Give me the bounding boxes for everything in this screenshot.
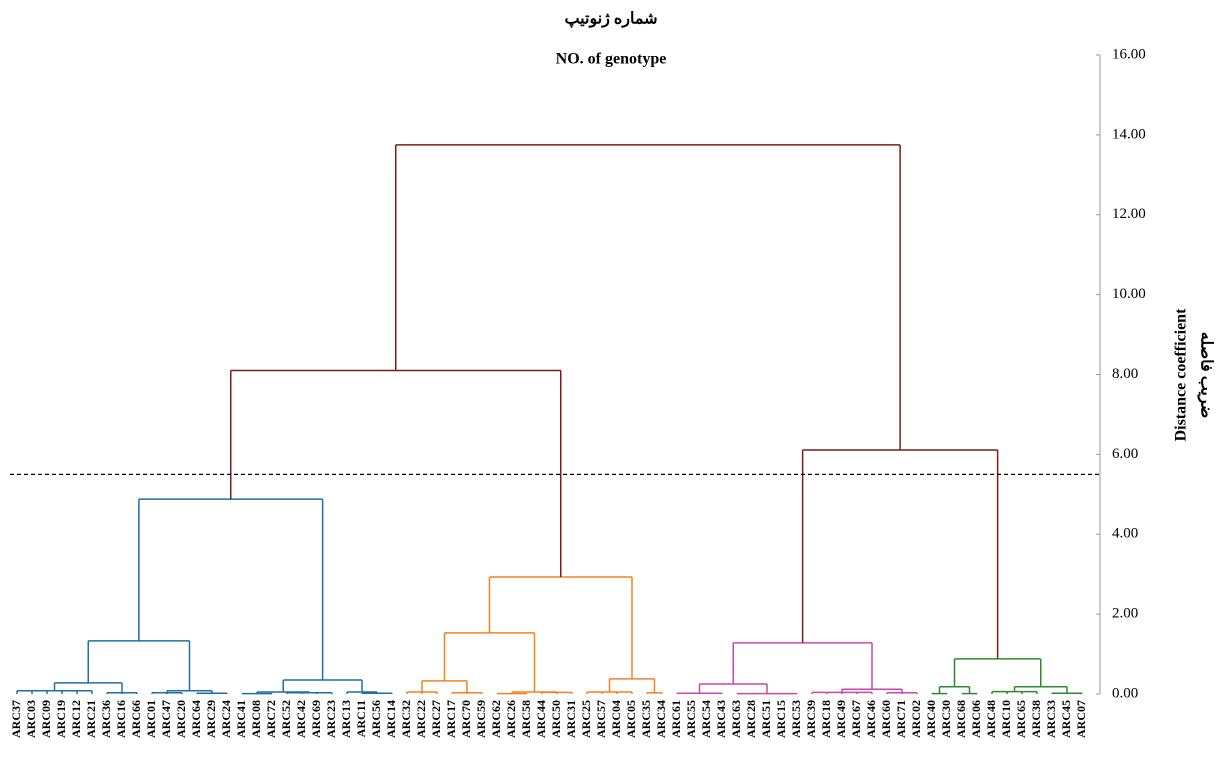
leaf-label: ARC69: [309, 700, 323, 738]
leaf-label: ARC21: [84, 700, 98, 738]
leaf-label: ARC27: [429, 700, 443, 738]
leaf-label: ARC71: [894, 700, 908, 738]
leaf-label: ARC59: [474, 700, 488, 738]
leaf-label: ARC12: [69, 700, 83, 738]
leaf-label: ARC65: [1014, 700, 1028, 738]
leaf-label: ARC58: [519, 700, 533, 738]
leaf-label: ARC32: [399, 700, 413, 738]
leaf-label: ARC56: [369, 700, 383, 738]
leaf-label: ARC26: [504, 700, 518, 738]
chart-title: شماره ژنوتیپ: [564, 11, 657, 29]
leaf-label: ARC22: [414, 700, 428, 738]
leaf-label: ARC18: [819, 700, 833, 738]
leaf-label: ARC13: [339, 700, 353, 738]
y-tick-label: 2.00: [1112, 606, 1138, 622]
leaf-label: ARC39: [804, 700, 818, 738]
leaf-label: ARC57: [594, 700, 608, 738]
leaf-label: ARC28: [744, 700, 758, 738]
leaf-label: ARC19: [54, 700, 68, 738]
y-tick-label: 6.00: [1112, 446, 1138, 462]
leaf-label: ARC72: [264, 700, 278, 738]
leaf-label: ARC29: [204, 700, 218, 738]
leaf-label: ARC36: [99, 700, 113, 738]
y-tick-label: 8.00: [1112, 366, 1138, 382]
y-tick-label: 14.00: [1112, 126, 1146, 142]
leaf-label: ARC42: [294, 700, 308, 738]
leaf-label: ARC50: [549, 700, 563, 738]
leaf-label: ARC09: [39, 700, 53, 738]
leaf-label: ARC25: [579, 700, 593, 738]
y-tick-label: 16.00: [1112, 46, 1146, 62]
leaf-label: ARC52: [279, 700, 293, 738]
y-tick-label: 4.00: [1112, 526, 1138, 542]
leaf-label: ARC51: [759, 700, 773, 738]
leaf-label: ARC06: [969, 700, 983, 738]
leaf-label: ARC60: [879, 700, 893, 738]
leaf-label: ARC01: [144, 700, 158, 738]
leaf-label: ARC45: [1059, 700, 1073, 738]
leaf-label: ARC46: [864, 700, 878, 738]
y-axis-label: Distance coefficient: [1173, 308, 1190, 442]
leaf-label: ARC10: [999, 700, 1013, 738]
leaf-label: ARC24: [219, 700, 233, 738]
leaf-label: ARC35: [639, 700, 653, 738]
leaf-label: ARC70: [459, 700, 473, 738]
leaf-label: ARC40: [924, 700, 938, 738]
leaf-label: ARC23: [324, 700, 338, 738]
leaf-label: ARC62: [489, 700, 503, 738]
leaf-label: ARC38: [1029, 700, 1043, 738]
leaf-label: ARC47: [159, 700, 173, 738]
leaf-label: ARC14: [384, 700, 398, 738]
leaf-label: ARC66: [129, 700, 143, 738]
leaf-label: ARC30: [939, 700, 953, 738]
leaf-label: ARC64: [189, 700, 203, 738]
leaf-label: ARC44: [534, 700, 548, 738]
leaf-label: ARC33: [1044, 700, 1058, 738]
leaf-label: ARC63: [729, 700, 743, 738]
leaf-label: ARC37: [9, 700, 23, 738]
leaf-label: ARC43: [714, 700, 728, 738]
leaf-label: ARC31: [564, 700, 578, 738]
leaf-label: ARC07: [1074, 700, 1088, 738]
leaf-label: ARC61: [669, 700, 683, 738]
leaf-label: ARC11: [354, 700, 368, 737]
leaf-label: ARC48: [984, 700, 998, 738]
y-tick-label: 12.00: [1112, 206, 1146, 222]
leaf-label: ARC08: [249, 700, 263, 738]
leaf-label: ARC41: [234, 700, 248, 738]
leaf-label: ARC02: [909, 700, 923, 738]
y-tick-label: 0.00: [1112, 685, 1138, 701]
leaf-label: ARC55: [684, 700, 698, 738]
leaf-label: ARC03: [24, 700, 38, 738]
y-axis-label-2: ضریب فاصله: [1196, 332, 1214, 419]
chart-subtitle: NO. of genotype: [556, 51, 667, 68]
leaf-label: ARC17: [444, 700, 458, 738]
leaf-label: ARC05: [624, 700, 638, 738]
leaf-label: ARC34: [654, 700, 668, 738]
leaf-label: ARC67: [849, 700, 863, 738]
leaf-label: ARC04: [609, 700, 623, 738]
leaf-label: ARC20: [174, 700, 188, 738]
leaf-label: ARC49: [834, 700, 848, 738]
leaf-label: ARC15: [774, 700, 788, 738]
y-tick-label: 10.00: [1112, 286, 1146, 302]
leaf-label: ARC68: [954, 700, 968, 738]
leaf-label: ARC53: [789, 700, 803, 738]
leaf-label: ARC54: [699, 700, 713, 738]
leaf-label: ARC16: [114, 700, 128, 738]
